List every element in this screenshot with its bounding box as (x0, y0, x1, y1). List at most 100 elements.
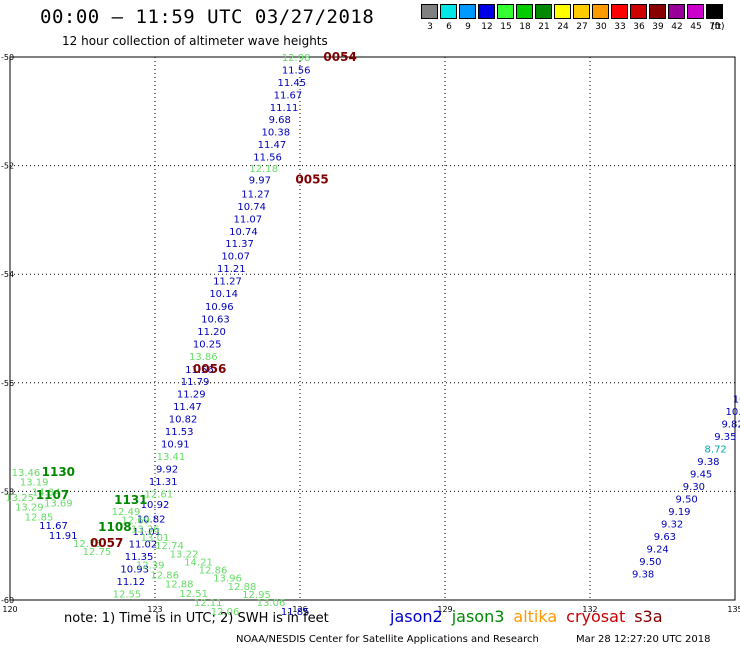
swh-point-label: 11.67 (39, 521, 68, 532)
swh-point-label: 12.51 (179, 589, 208, 600)
swh-point-label: 10.14 (209, 289, 238, 300)
swh-point-label: 13.06 (257, 598, 286, 609)
x-tick-label: 135 (727, 605, 740, 614)
swh-point-label: 10.92 (141, 500, 170, 511)
pass-time-label: 0057 (90, 536, 123, 550)
scale-label-33: 33 (614, 22, 626, 32)
pass-time-label: 0056 (193, 362, 226, 376)
scale-swatch-39 (649, 4, 666, 19)
swh-point-label: 10.74 (237, 202, 266, 213)
swh-point-label: 9.45 (690, 469, 712, 480)
chart-title: 00:00 – 11:59 UTC 03/27/2018 (40, 6, 375, 28)
scale-swatch-18 (516, 4, 533, 19)
scale-label-12: 12 (481, 22, 493, 32)
swh-point-label: 12.95 (242, 590, 271, 601)
swh-point-label: 9.19 (668, 507, 690, 518)
scale-swatch-24 (554, 4, 571, 19)
swh-point-label: 11.67 (274, 90, 303, 101)
swh-point-label: 11.91 (49, 531, 78, 542)
swh-point-label: 9.50 (639, 557, 661, 568)
legend-jason3: jason3 (451, 607, 505, 626)
scale-label-36: 36 (633, 22, 645, 32)
swh-point-label: 11.02 (129, 540, 158, 551)
scale-swatch-21 (535, 4, 552, 19)
swh-point-label: 13.29 (15, 503, 44, 514)
y-tick-label: -60 (1, 596, 14, 605)
swh-point-label: 11.53 (165, 427, 194, 438)
swh-point-label: 13.25 (5, 493, 34, 504)
credit-line: NOAA/NESDIS Center for Satellite Applica… (236, 634, 539, 645)
scale-swatch-12 (478, 4, 495, 19)
swh-point-label: 9.30 (683, 482, 705, 493)
swh-point-label: 10.07 (221, 252, 250, 263)
pass-time-label: 1107 (36, 488, 69, 502)
swh-point-label: 12.88 (165, 580, 194, 591)
swh-point-label: 10.93 (120, 565, 149, 576)
scale-swatch-70 (706, 4, 723, 19)
footer-note: note: 1) Time is in UTC; 2) SWH is in fe… (64, 611, 329, 626)
scale-swatch-45 (687, 4, 704, 19)
swh-point-label: 12.06 (211, 607, 240, 618)
swh-point-label: 9.92 (156, 465, 178, 476)
pass-time-label: 1131 (114, 493, 147, 507)
swh-point-label: 11.27 (241, 189, 270, 200)
generation-timestamp: Mar 28 12:27:20 UTC 2018 (576, 634, 711, 645)
swh-point-label: 13.86 (189, 352, 218, 363)
swh-point-label: 9.68 (269, 115, 291, 126)
swh-point-label: 10.66 (726, 407, 740, 418)
scale-label-45: 45 (690, 22, 702, 32)
pass-time-label: 1130 (42, 465, 75, 479)
scale-swatch-3 (421, 4, 438, 19)
satellite-legend: jason2 jason3 altika cryosat s3a (390, 607, 672, 626)
pass-time-label: 1108 (98, 520, 131, 534)
swh-point-label: 14.34 (32, 487, 61, 498)
swh-point-label: 12.11 (194, 598, 223, 609)
swh-point-label: 13.46 (12, 468, 41, 479)
swh-point-label: 13.01 (141, 533, 170, 544)
y-tick-label: -52 (1, 162, 14, 171)
swh-point-label: 12.55 (113, 589, 142, 600)
swh-point-label: 12.74 (155, 541, 184, 552)
swh-point-label: 9.35 (714, 432, 736, 443)
swh-point-label: 11.12 (117, 577, 146, 588)
swh-point-label: 10.38 (262, 127, 291, 138)
swh-point-label: 11.45 (277, 78, 306, 89)
scale-swatch-42 (668, 4, 685, 19)
legend-altika: altika (513, 607, 558, 626)
swh-point-label: 12.75 (83, 547, 112, 558)
swh-point-label: 11.21 (217, 264, 246, 275)
swh-point-label: 10.91 (161, 440, 190, 451)
swh-point-label: 11.35 (125, 552, 154, 563)
swh-point-label: 13.19 (20, 478, 49, 489)
swh-point-label: 11.56 (253, 152, 282, 163)
scale-label-27: 27 (576, 22, 588, 32)
y-tick-label: -54 (1, 270, 14, 279)
swh-point-label: 10.74 (229, 227, 258, 238)
swh-point-label: 12.49 (112, 507, 141, 518)
swh-point-label: 10.63 (201, 315, 230, 326)
swh-point-label: 12.75 (73, 539, 102, 550)
swh-point-label: 12.61 (145, 490, 174, 501)
scale-label-6: 6 (446, 22, 452, 32)
swh-point-label: 14.21 (184, 557, 213, 568)
scale-label-70: 70 (709, 22, 721, 32)
swh-point-label: 11.20 (197, 327, 226, 338)
swh-point-label: 12.88 (228, 582, 257, 593)
swh-point-label: 12.86 (150, 570, 179, 581)
swh-point-label: 13.96 (213, 574, 242, 585)
scale-label-15: 15 (500, 22, 512, 32)
swh-point-label: 11.47 (258, 140, 287, 151)
swh-point-label: 12.69 (121, 516, 150, 527)
swh-point-label: 12.85 (25, 512, 54, 523)
legend-cryosat: cryosat (566, 607, 626, 626)
scale-label-18: 18 (519, 22, 531, 32)
swh-point-label: 11.85 (281, 607, 310, 618)
scale-label-42: 42 (671, 22, 683, 32)
pass-time-label: 0055 (295, 173, 328, 187)
swh-point-label: 12.98 (282, 53, 311, 64)
y-tick-label: -56 (1, 379, 14, 388)
swh-point-label: 9.63 (654, 532, 676, 543)
x-tick-label: 126 (292, 605, 307, 614)
swh-point-label: 12.18 (249, 164, 278, 175)
